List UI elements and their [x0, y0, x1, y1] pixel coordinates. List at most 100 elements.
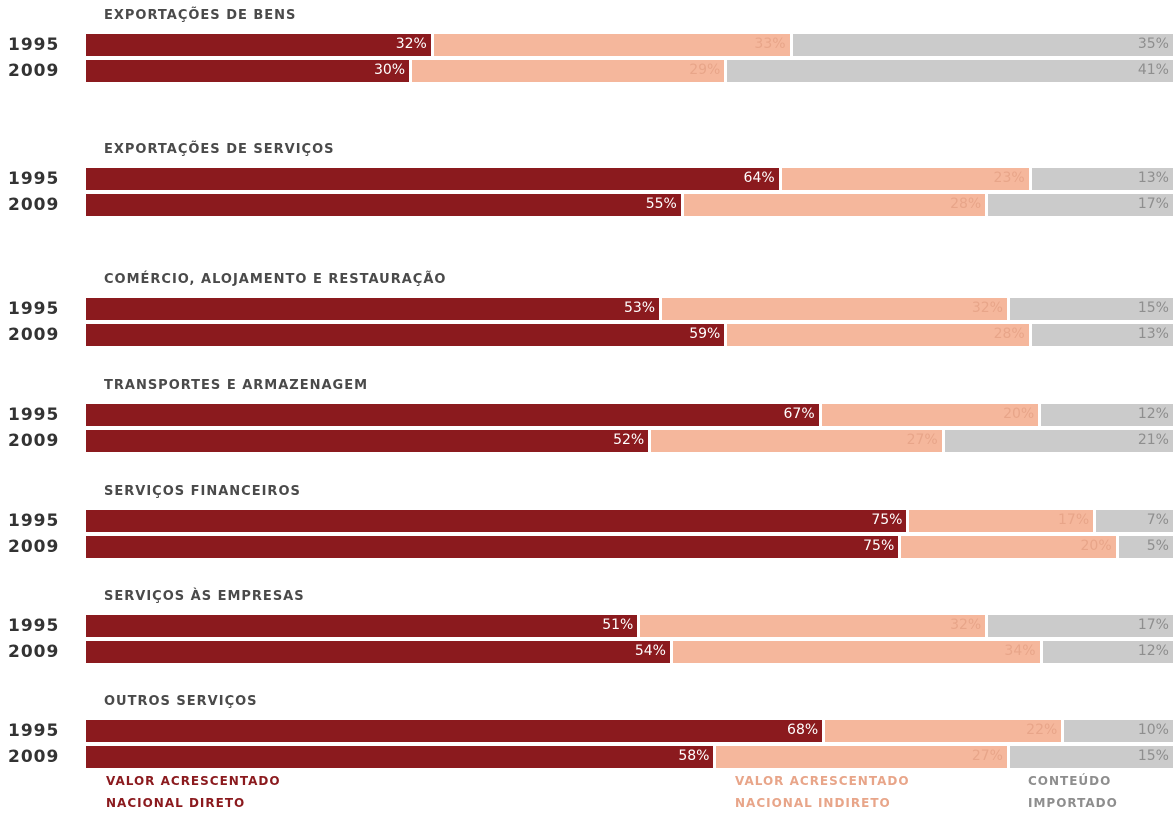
bar-segment: 13% [1032, 324, 1173, 346]
data-label: 58% [678, 748, 709, 764]
bar-segment: 17% [988, 615, 1173, 637]
data-label: 27% [972, 748, 1003, 764]
year-label: 2009 [8, 642, 59, 662]
data-label: 64% [744, 170, 775, 186]
data-label: 75% [863, 538, 894, 554]
bar-segment: 75% [86, 536, 898, 558]
year-label: 2009 [8, 431, 59, 451]
data-label: 54% [635, 643, 666, 659]
bar-segment: 15% [1010, 746, 1173, 768]
data-label: 51% [602, 617, 633, 633]
data-label: 32% [950, 617, 981, 633]
data-label: 32% [972, 300, 1003, 316]
legend-item: VALOR ACRESCENTADO NACIONAL DIRETO [106, 770, 281, 814]
bar-segment: 32% [662, 298, 1007, 320]
bar-segment: 55% [86, 194, 681, 216]
data-label: 29% [689, 62, 720, 78]
group-title: TRANSPORTES E ARMAZENAGEM [104, 378, 368, 393]
data-label: 15% [1138, 300, 1169, 316]
bar-segment: 12% [1043, 641, 1173, 663]
data-label: 23% [994, 170, 1025, 186]
year-label: 2009 [8, 195, 59, 215]
bar-segment: 59% [86, 324, 724, 346]
bar-segment: 68% [86, 720, 822, 742]
year-label: 2009 [8, 747, 59, 767]
bar-segment: 29% [412, 60, 724, 82]
data-label: 27% [907, 432, 938, 448]
data-label: 21% [1138, 432, 1169, 448]
bar-segment: 54% [86, 641, 670, 663]
bar-segment: 27% [716, 746, 1006, 768]
data-label: 17% [1138, 617, 1169, 633]
bar-segment: 51% [86, 615, 637, 637]
legend-item: VALOR ACRESCENTADO NACIONAL INDIRETO [735, 770, 910, 814]
bar-segment: 15% [1010, 298, 1173, 320]
data-label: 13% [1138, 170, 1169, 186]
data-label: 15% [1138, 748, 1169, 764]
bar-segment: 21% [945, 430, 1173, 452]
data-label: 20% [1003, 406, 1034, 422]
data-label: 59% [689, 326, 720, 342]
legend-label: NACIONAL INDIRETO [735, 792, 910, 814]
year-label: 2009 [8, 61, 59, 81]
year-label: 1995 [8, 169, 59, 189]
data-label: 30% [374, 62, 405, 78]
bar-segment: 5% [1119, 536, 1173, 558]
bar-segment: 67% [86, 404, 819, 426]
data-label: 34% [1004, 643, 1035, 659]
data-label: 35% [1138, 36, 1169, 52]
bar-segment: 33% [434, 34, 790, 56]
data-label: 75% [871, 512, 902, 528]
bar-segment: 64% [86, 168, 779, 190]
bar-segment: 12% [1041, 404, 1173, 426]
data-label: 20% [1081, 538, 1112, 554]
bar-segment: 28% [684, 194, 985, 216]
data-label: 5% [1147, 538, 1169, 554]
data-label: 12% [1138, 406, 1169, 422]
data-label: 67% [784, 406, 815, 422]
data-label: 55% [646, 196, 677, 212]
bar-segment: 52% [86, 430, 648, 452]
bar-segment: 23% [782, 168, 1029, 190]
bar-segment: 20% [901, 536, 1115, 558]
data-label: 17% [1058, 512, 1089, 528]
group-title: COMÉRCIO, ALOJAMENTO E RESTAURAÇÃO [104, 272, 446, 287]
data-label: 68% [787, 722, 818, 738]
bar-segment: 13% [1032, 168, 1173, 190]
year-label: 1995 [8, 405, 59, 425]
bar-segment: 53% [86, 298, 659, 320]
bar-segment: 58% [86, 746, 713, 768]
data-label: 28% [950, 196, 981, 212]
data-label: 41% [1138, 62, 1169, 78]
year-label: 1995 [8, 721, 59, 741]
year-label: 2009 [8, 325, 59, 345]
data-label: 53% [624, 300, 655, 316]
legend-label: VALOR ACRESCENTADO [735, 770, 910, 792]
bar-segment: 17% [909, 510, 1093, 532]
data-label: 10% [1138, 722, 1169, 738]
year-label: 1995 [8, 511, 59, 531]
data-label: 13% [1138, 326, 1169, 342]
bar-segment: 22% [825, 720, 1061, 742]
bar-segment: 10% [1064, 720, 1173, 742]
bar-segment: 17% [988, 194, 1173, 216]
group-title: SERVIÇOS FINANCEIROS [104, 484, 301, 499]
bar-segment: 35% [793, 34, 1173, 56]
group-title: SERVIÇOS ÀS EMPRESAS [104, 589, 305, 604]
data-label: 32% [396, 36, 427, 52]
year-label: 1995 [8, 616, 59, 636]
legend-item: CONTEÚDO IMPORTADO [1028, 770, 1118, 814]
bar-segment: 27% [651, 430, 941, 452]
bar-segment: 20% [822, 404, 1039, 426]
bar-segment: 75% [86, 510, 906, 532]
legend-label: IMPORTADO [1028, 792, 1118, 814]
group-title: OUTROS SERVIÇOS [104, 694, 258, 709]
year-label: 1995 [8, 299, 59, 319]
data-label: 28% [994, 326, 1025, 342]
bar-segment: 32% [640, 615, 985, 637]
year-label: 2009 [8, 537, 59, 557]
bar-segment: 30% [86, 60, 409, 82]
group-title: EXPORTAÇÕES DE SERVIÇOS [104, 142, 335, 157]
bar-segment: 28% [727, 324, 1028, 346]
year-label: 1995 [8, 35, 59, 55]
